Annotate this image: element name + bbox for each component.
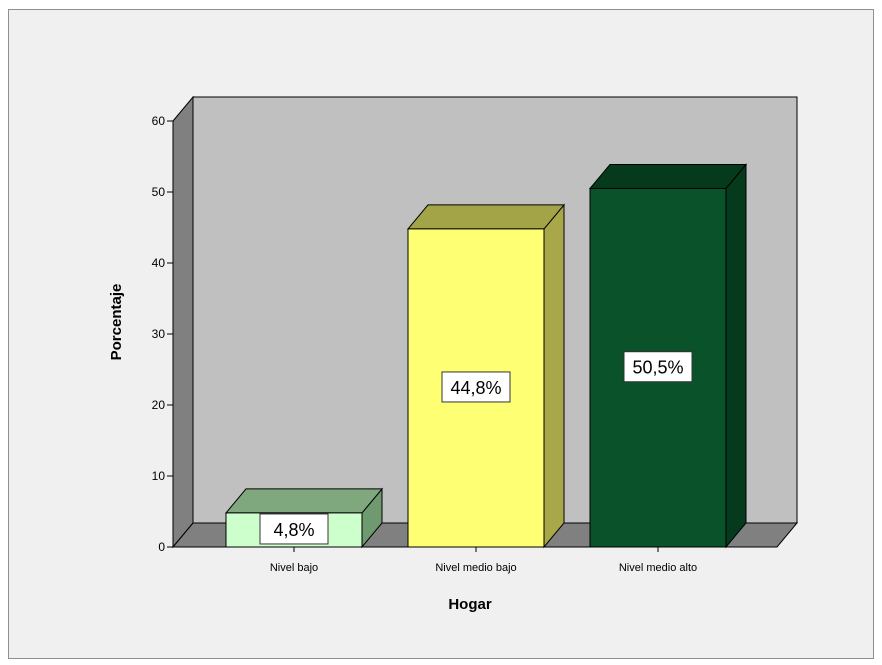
chart-frame: 0 10 20 30 40 50 60 4,8% 44,8% 50,5% Nivel bajo N… xyxy=(8,9,874,659)
x-tick-label: Nivel bajo xyxy=(270,562,318,574)
data-label-text: 4,8% xyxy=(273,520,314,540)
bar-side-face xyxy=(725,163,747,549)
y-tick-label: 60 xyxy=(152,114,166,128)
bar-top-face xyxy=(406,204,566,230)
data-label: 44,8% xyxy=(441,371,511,403)
y-tick-label: 40 xyxy=(152,256,166,270)
x-axis: Nivel bajo Nivel medio bajo Nivel medio al… xyxy=(270,547,697,574)
y-tick-label: 50 xyxy=(152,185,166,199)
data-label: 4,8% xyxy=(259,513,329,545)
bar-top-face xyxy=(224,488,384,514)
y-axis-title: Porcentaje xyxy=(108,284,125,361)
bar-top-face xyxy=(588,163,748,189)
plot-side-wall xyxy=(172,95,194,549)
bar-side-face xyxy=(543,203,565,549)
data-label-box xyxy=(259,513,329,545)
y-tick-label: 20 xyxy=(152,398,166,412)
y-tick-label: 10 xyxy=(152,469,166,483)
x-tick-label: Nivel medio bajo xyxy=(435,562,516,574)
bars xyxy=(224,163,748,549)
x-tick-label: Nivel medio alto xyxy=(619,562,697,574)
data-label-text: 44,8% xyxy=(450,378,501,398)
data-label-text: 50,5% xyxy=(632,358,683,378)
bar-3 xyxy=(588,163,748,549)
data-label-box xyxy=(623,351,693,383)
data-label: 50,5% xyxy=(623,351,693,383)
data-labels: 4,8% 44,8% 50,5% xyxy=(259,351,693,545)
x-axis-title: Hogar xyxy=(448,596,492,613)
y-tick-label: 30 xyxy=(152,327,166,341)
y-axis: 0 10 20 30 40 50 60 xyxy=(152,114,173,554)
data-label-box xyxy=(441,371,511,403)
y-tick-label: 0 xyxy=(158,540,165,554)
